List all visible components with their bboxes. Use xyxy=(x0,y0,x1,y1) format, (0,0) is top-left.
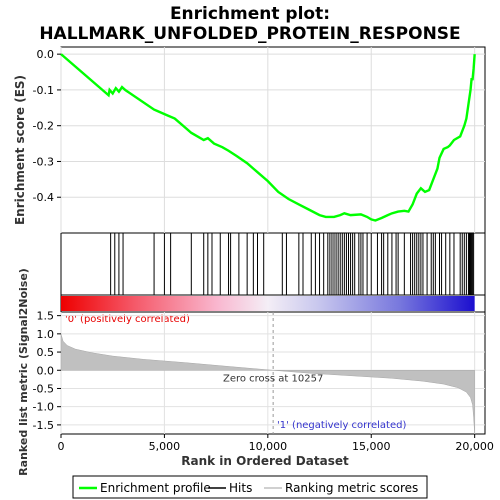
negative-correlation-label: '1' (negatively correlated) xyxy=(277,420,406,431)
metric-y-tick-label: 1.5 xyxy=(37,310,55,323)
metric-y-axis: 1.5 1.0 0.5 0.0 -0.5 -1.0 -1.5 xyxy=(33,310,61,432)
x-tick-label: 20,000 xyxy=(455,440,494,453)
legend-box xyxy=(72,475,428,499)
x-tick-label: 10,000 xyxy=(249,440,288,453)
rank-color-bar xyxy=(61,296,475,311)
metric-y-tick-label: 1.0 xyxy=(37,328,55,341)
metric-y-axis-label: Ranked list metric (Signal2Noise) xyxy=(17,268,30,476)
metric-y-tick-label: -1.0 xyxy=(33,401,54,414)
es-y-tick-label: -0.2 xyxy=(33,120,54,133)
x-axis-label: Rank in Ordered Dataset xyxy=(181,454,349,468)
x-tick-label: 5,000 xyxy=(149,440,181,453)
positive-correlation-label: '0' (positively correlated) xyxy=(65,314,190,325)
x-axis: 0 5,000 10,000 15,000 20,000 xyxy=(58,434,494,453)
x-tick-label: 15,000 xyxy=(352,440,391,453)
chart-title-line2: HALLMARK_UNFOLDED_PROTEIN_RESPONSE xyxy=(39,24,460,44)
metric-y-tick-label: 0.5 xyxy=(37,346,55,359)
es-y-axis-label: Enrichment score (ES) xyxy=(13,75,27,225)
es-y-tick-label: 0.0 xyxy=(37,48,55,61)
es-y-tick-label: -0.4 xyxy=(33,191,54,204)
x-tick-label: 0 xyxy=(58,440,65,453)
enrichment-profile-line xyxy=(60,53,476,222)
es-gridlines xyxy=(60,47,485,233)
es-y-tick-label: -0.1 xyxy=(33,84,54,97)
metric-y-tick-label: -0.5 xyxy=(33,382,54,395)
legend-hits-label: Hits xyxy=(229,481,252,495)
legend-enrichment-label: Enrichment profile xyxy=(100,481,211,495)
es-y-tick-label: -0.3 xyxy=(33,155,54,168)
metric-y-tick-label: -1.5 xyxy=(33,419,54,432)
hit-markers xyxy=(110,233,475,295)
es-y-axis: 0.0 -0.1 -0.2 -0.3 -0.4 xyxy=(33,48,61,204)
zero-cross-label: Zero cross at 10257 xyxy=(223,373,323,384)
ranking-metric-area xyxy=(60,333,475,435)
metric-y-tick-label: 0.0 xyxy=(37,364,55,377)
hits-panel-frame xyxy=(60,232,486,296)
es-panel-frame xyxy=(60,46,486,234)
legend-metric-label: Ranking metric scores xyxy=(285,481,418,495)
chart-title-line1: Enrichment plot: xyxy=(170,4,330,24)
